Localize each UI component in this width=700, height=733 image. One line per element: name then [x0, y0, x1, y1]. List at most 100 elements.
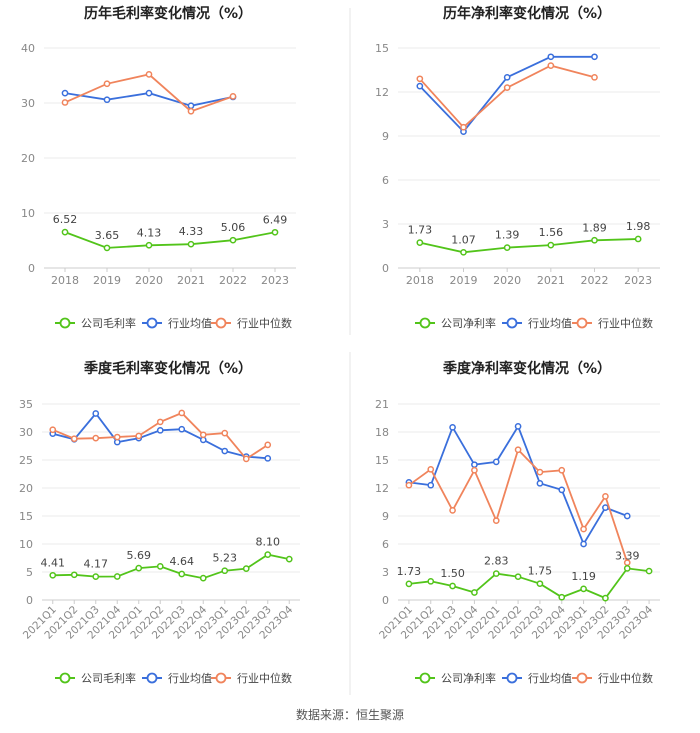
y-tick-label: 18: [375, 426, 389, 439]
legend-item-company: 公司净利率: [415, 316, 496, 330]
data-point-industry_median: [558, 466, 566, 474]
data-label: 2.83: [484, 555, 509, 568]
data-label: 1.73: [408, 224, 433, 237]
legend-marker: [576, 317, 588, 329]
data-label: 1.73: [397, 565, 422, 578]
data-point-company: [285, 555, 293, 563]
chart-title: 历年净利率变化情况（%）: [443, 5, 611, 22]
data-label: 4.17: [84, 558, 109, 571]
y-tick-label: 30: [21, 97, 35, 110]
data-label: 4.13: [137, 226, 162, 239]
data-point-industry_avg: [221, 447, 229, 455]
data-point-industry_median: [49, 426, 57, 434]
data-label: 1.89: [582, 221, 607, 234]
data-point-company: [156, 563, 164, 570]
data-point-industry_median: [449, 507, 456, 514]
legend-marker: [215, 672, 227, 684]
y-tick-label: 12: [375, 482, 389, 495]
data-point-industry_avg: [591, 53, 598, 61]
data-point-industry_median: [547, 62, 555, 69]
legend-label: 行业均值: [168, 672, 212, 685]
data-point-company: [113, 573, 121, 580]
data-point-industry_median: [427, 465, 435, 473]
data-point-company: [591, 236, 598, 244]
chart-panel-2: 历年净利率变化情况（%） 0 3 6 9 12 15 2018 2019 2020 2021 2022…: [375, 5, 660, 330]
data-point-industry_avg: [536, 479, 544, 487]
x-tick-label: 2023: [624, 274, 652, 287]
chart-panel-4: 季度净利率变化情况（%）0369121518212021Q12021Q22021…: [375, 360, 660, 685]
data-point-industry_avg: [103, 96, 111, 104]
data-point-company: [229, 236, 237, 244]
series-line-industry_avg: [408, 424, 628, 547]
data-point-industry_median: [492, 517, 500, 525]
legend-item-company: 公司毛利率: [55, 671, 136, 685]
data-label: 4.64: [170, 555, 195, 568]
y-tick-label: 40: [21, 42, 35, 55]
data-point-company: [623, 565, 631, 572]
x-tick-label: 2019: [93, 274, 121, 287]
data-point-industry_median: [113, 433, 121, 441]
x-tick-label: 2020: [135, 274, 163, 287]
x-tick-label: 2022: [581, 274, 609, 287]
chart-title: 季度毛利率变化情况（%）: [83, 360, 252, 377]
series-line-industry_avg: [419, 55, 595, 133]
data-point-industry_median: [514, 446, 522, 454]
x-tick-label: 2018: [51, 274, 79, 287]
y-tick-label: 9: [382, 130, 389, 143]
data-point-company: [61, 228, 69, 236]
data-point-industry_median: [536, 468, 544, 476]
x-tick-label: 2019: [450, 274, 478, 287]
y-tick-label: 3: [382, 566, 389, 579]
y-tick-label: 6: [382, 538, 389, 551]
y-tick-label: 0: [28, 262, 35, 275]
series-line-company: [419, 238, 639, 254]
data-point-industry_median: [70, 435, 78, 443]
data-point-industry_avg: [92, 410, 100, 417]
y-tick-label: 9: [382, 510, 389, 523]
data-point-company: [416, 239, 424, 246]
data-point-industry_avg: [514, 423, 522, 430]
data-point-company: [492, 570, 500, 577]
y-tick-label: 15: [375, 42, 389, 55]
data-point-industry_avg: [427, 481, 435, 489]
y-tick-label: 21: [375, 398, 389, 411]
data-point-industry_avg: [61, 89, 69, 97]
series-line-company: [64, 231, 276, 249]
data-point-company: [558, 593, 566, 601]
data-point-industry_median: [264, 441, 272, 449]
legend-marker: [146, 672, 158, 684]
data-label: 4.41: [41, 556, 66, 569]
data-point-company: [547, 241, 555, 249]
data-point-industry_avg: [449, 423, 456, 431]
legend-marker: [506, 317, 518, 329]
data-point-industry_median: [103, 80, 111, 88]
y-tick-label: 5: [26, 566, 33, 579]
data-point-company: [70, 571, 78, 579]
y-tick-label: 10: [21, 207, 35, 220]
data-point-company: [580, 585, 587, 593]
y-tick-label: 12: [375, 86, 389, 99]
data-point-industry_avg: [623, 512, 631, 520]
y-tick-label: 0: [382, 594, 389, 607]
data-label: 5.69: [127, 549, 152, 562]
data-point-industry_avg: [602, 504, 609, 511]
legend-label: 行业中位数: [598, 671, 653, 685]
legend-item-industry_avg: 行业均值: [502, 317, 572, 330]
data-point-industry_avg: [471, 461, 478, 469]
data-point-company: [103, 244, 111, 252]
data-label: 1.50: [440, 567, 465, 580]
data-point-company: [49, 571, 57, 579]
legend-item-industry_avg: 行业均值: [142, 672, 212, 685]
y-tick-label: 20: [21, 152, 35, 165]
data-point-industry_median: [503, 84, 511, 91]
data-point-industry_median: [405, 481, 413, 489]
data-label: 6.49: [263, 213, 288, 226]
data-point-industry_avg: [547, 53, 555, 61]
data-label: 1.39: [495, 229, 520, 242]
data-label: 3.39: [615, 549, 640, 562]
y-tick-label: 0: [382, 262, 389, 275]
legend-label: 行业中位数: [237, 671, 292, 685]
data-point-industry_median: [92, 434, 100, 442]
data-label: 5.23: [213, 552, 238, 565]
data-point-industry_median: [460, 123, 467, 131]
